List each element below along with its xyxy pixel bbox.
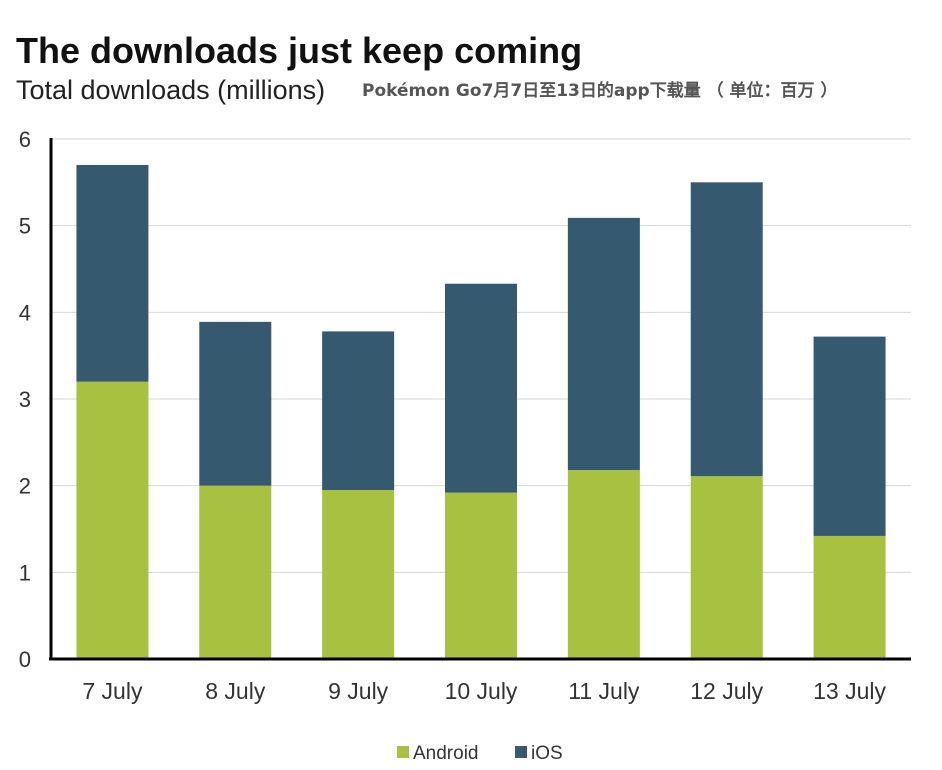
bar-android-1: [76, 381, 149, 659]
bar-ios-6: [690, 182, 763, 477]
bar-android-7: [813, 535, 886, 659]
legend: Android iOS: [397, 743, 563, 764]
x-tick-label: 9 July: [328, 678, 389, 704]
x-axis-ticks: 7 July 8 July 9 July 10 July 11 July 12 July 1…: [82, 678, 886, 704]
legend-label-ios: iOS: [531, 743, 563, 764]
bar-ios-2: [199, 321, 272, 486]
bar-ios-4: [445, 283, 517, 493]
bar-android-4: [445, 492, 517, 659]
x-tick-label: 8 July: [205, 678, 266, 704]
bar-ios-1: [76, 165, 149, 382]
bar-ios-7: [813, 336, 886, 536]
bar-android-6: [690, 476, 763, 659]
x-tick-label: 7 July: [82, 678, 143, 704]
y-tick-label: 5: [19, 214, 31, 239]
legend-label-android: Android: [413, 743, 479, 764]
bar-android-2: [199, 485, 272, 659]
bar-ios-5: [567, 217, 640, 471]
legend-swatch-ios: [515, 746, 527, 758]
y-tick-label: 1: [19, 560, 31, 585]
y-tick-label: 0: [19, 647, 31, 672]
y-tick-label: 4: [19, 300, 31, 325]
x-tick-label: 10 July: [445, 678, 518, 704]
bar-android-5: [567, 470, 640, 659]
chart-subtitle: Total downloads (millions): [16, 75, 325, 105]
x-tick-label: 11 July: [568, 678, 640, 704]
y-tick-label: 2: [19, 474, 31, 499]
y-tick-label: 6: [19, 127, 31, 152]
bars: [76, 165, 886, 659]
x-tick-label: 13 July: [813, 678, 886, 704]
x-tick-label: 12 July: [690, 678, 763, 704]
legend-swatch-android: [397, 746, 409, 758]
chart-annotation: Pokémon Go7月7日至13日的app下载量 （ 单位：百万 ）: [362, 80, 837, 101]
bar-ios-3: [322, 331, 395, 490]
y-axis-ticks: 0 1 2 3 4 5 6: [19, 127, 31, 672]
y-tick-label: 3: [19, 387, 31, 412]
chart-title: The downloads just keep coming: [16, 30, 582, 71]
bar-android-3: [322, 490, 395, 659]
